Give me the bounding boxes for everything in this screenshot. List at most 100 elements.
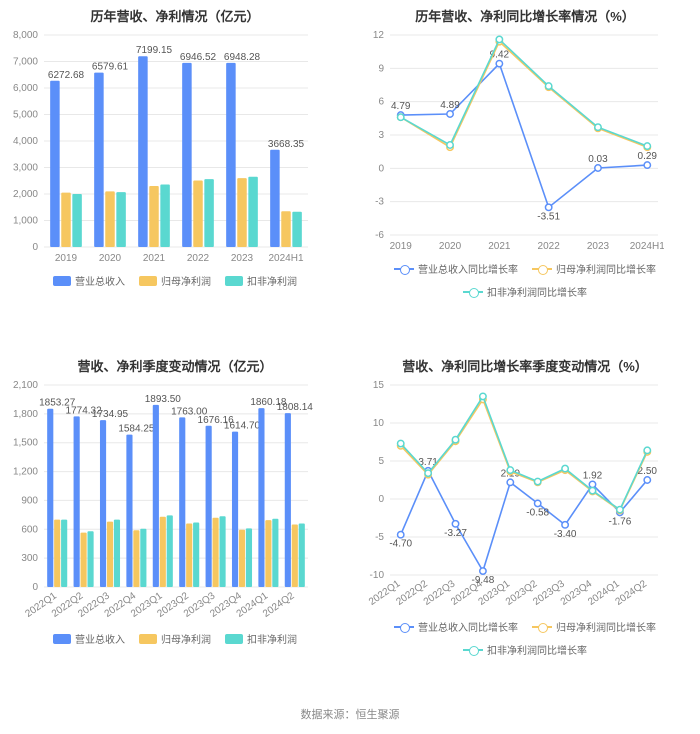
svg-text:2,000: 2,000	[13, 189, 38, 200]
legend-swatch	[463, 646, 483, 654]
svg-text:2019: 2019	[390, 241, 413, 252]
svg-text:900: 900	[21, 495, 38, 506]
legend-item: 营业总收入同比增长率	[394, 619, 518, 634]
legend-swatch	[225, 634, 243, 644]
svg-text:-3.40: -3.40	[554, 529, 577, 540]
legend-item: 扣非净利润	[225, 631, 297, 646]
legend-quarterly-bar: 营业总收入 归母净利润 扣非净利润	[4, 631, 346, 646]
svg-text:1614.70: 1614.70	[224, 421, 261, 432]
legend-annual-growth: 营业总收入同比增长率 归母净利润同比增长率扣非净利润同比增长率	[354, 261, 696, 299]
svg-text:2019: 2019	[55, 253, 78, 264]
legend-label: 营业总收入同比增长率	[418, 619, 518, 634]
svg-text:4,000: 4,000	[13, 136, 38, 147]
legend-label: 归母净利润	[161, 273, 211, 288]
svg-text:12: 12	[373, 30, 385, 41]
svg-text:2022: 2022	[538, 241, 561, 252]
legend-swatch	[532, 265, 552, 273]
svg-text:6,000: 6,000	[13, 83, 38, 94]
svg-text:2021: 2021	[488, 241, 511, 252]
legend-item: 归母净利润	[139, 273, 211, 288]
svg-text:-6: -6	[375, 230, 384, 241]
legend-item: 归母净利润	[139, 631, 211, 646]
chart-annual-bar: 01,0002,0003,0004,0005,0006,0007,0008,00…	[4, 29, 346, 269]
svg-text:3: 3	[378, 130, 384, 141]
svg-text:2022: 2022	[187, 253, 210, 264]
legend-label: 归母净利润同比增长率	[556, 619, 656, 634]
svg-text:5: 5	[378, 456, 384, 467]
svg-text:0: 0	[32, 582, 38, 593]
chart-annual-growth: -6-3036912201920202021202220232024H14.79…	[354, 29, 696, 257]
legend-label: 营业总收入	[75, 273, 125, 288]
legend-item: 营业总收入	[53, 631, 125, 646]
legend-swatch	[463, 288, 483, 296]
panel-annual-growth: 历年营收、净利同比增长率情况（%） -6-3036912201920202021…	[350, 0, 700, 350]
svg-text:1,800: 1,800	[13, 409, 38, 420]
svg-text:6272.68: 6272.68	[48, 70, 85, 81]
legend-swatch	[53, 276, 71, 286]
title-annual-growth: 历年营收、净利同比增长率情况（%）	[354, 6, 696, 25]
svg-text:5,000: 5,000	[13, 110, 38, 121]
svg-text:-0.58: -0.58	[526, 507, 549, 518]
legend-label: 归母净利润同比增长率	[556, 261, 656, 276]
svg-text:0: 0	[378, 494, 384, 505]
svg-text:1584.25: 1584.25	[118, 424, 155, 435]
svg-text:300: 300	[21, 553, 38, 564]
svg-text:-3.27: -3.27	[444, 528, 467, 539]
svg-text:2024H1: 2024H1	[268, 253, 303, 264]
svg-text:8,000: 8,000	[13, 30, 38, 41]
svg-text:-9.48: -9.48	[472, 575, 495, 586]
legend-annual-bar: 营业总收入 归母净利润 扣非净利润	[4, 273, 346, 288]
svg-text:1,500: 1,500	[13, 438, 38, 449]
svg-text:9: 9	[378, 63, 384, 74]
legend-swatch	[394, 623, 414, 631]
svg-text:6948.28: 6948.28	[224, 52, 261, 63]
svg-text:600: 600	[21, 524, 38, 535]
legend-label: 营业总收入同比增长率	[418, 261, 518, 276]
legend-label: 扣非净利润同比增长率	[487, 284, 587, 299]
panel-annual-bar: 历年营收、净利情况（亿元） 01,0002,0003,0004,0005,000…	[0, 0, 350, 350]
svg-text:1893.50: 1893.50	[145, 394, 182, 405]
legend-swatch	[139, 634, 157, 644]
svg-text:3,000: 3,000	[13, 163, 38, 174]
legend-label: 扣非净利润同比增长率	[487, 642, 587, 657]
svg-text:-1.76: -1.76	[608, 516, 631, 527]
svg-text:2024Q2: 2024Q2	[614, 578, 650, 608]
svg-text:0.03: 0.03	[588, 154, 608, 165]
svg-text:4.89: 4.89	[440, 100, 460, 111]
svg-text:2023: 2023	[587, 241, 610, 252]
svg-text:2023: 2023	[231, 253, 254, 264]
svg-text:2021: 2021	[143, 253, 166, 264]
panel-quarterly-bar: 营收、净利季度变动情况（亿元） 03006009001,2001,5001,80…	[0, 350, 350, 700]
legend-item: 营业总收入	[53, 273, 125, 288]
legend-item: 扣非净利润同比增长率	[463, 284, 587, 299]
svg-text:2020: 2020	[99, 253, 122, 264]
legend-label: 营业总收入	[75, 631, 125, 646]
svg-text:3668.35: 3668.35	[268, 139, 305, 150]
svg-text:2024H1: 2024H1	[630, 241, 664, 252]
legend-item: 扣非净利润	[225, 273, 297, 288]
svg-text:6946.52: 6946.52	[180, 52, 217, 63]
svg-text:15: 15	[373, 380, 385, 391]
svg-text:1.92: 1.92	[583, 470, 603, 481]
legend-swatch	[53, 634, 71, 644]
legend-label: 归母净利润	[161, 631, 211, 646]
svg-text:6: 6	[378, 97, 384, 108]
svg-text:-4.70: -4.70	[389, 539, 412, 550]
legend-swatch	[225, 276, 243, 286]
svg-text:4.79: 4.79	[391, 101, 411, 112]
legend-label: 扣非净利润	[247, 631, 297, 646]
svg-text:0: 0	[32, 242, 38, 253]
legend-item: 扣非净利润同比增长率	[463, 642, 587, 657]
legend-swatch	[532, 623, 552, 631]
panel-quarterly-growth: 营收、净利同比增长率季度变动情况（%） -10-50510152022Q1202…	[350, 350, 700, 700]
svg-text:1,200: 1,200	[13, 467, 38, 478]
legend-item: 营业总收入同比增长率	[394, 261, 518, 276]
title-annual-bar: 历年营收、净利情况（亿元）	[4, 6, 346, 25]
svg-text:1808.14: 1808.14	[277, 402, 314, 413]
legend-swatch	[139, 276, 157, 286]
legend-label: 扣非净利润	[247, 273, 297, 288]
svg-text:7,000: 7,000	[13, 57, 38, 68]
chart-quarterly-growth: -10-50510152022Q12022Q22022Q32022Q42023Q…	[354, 379, 696, 615]
svg-text:2020: 2020	[439, 241, 462, 252]
legend-swatch	[394, 265, 414, 273]
